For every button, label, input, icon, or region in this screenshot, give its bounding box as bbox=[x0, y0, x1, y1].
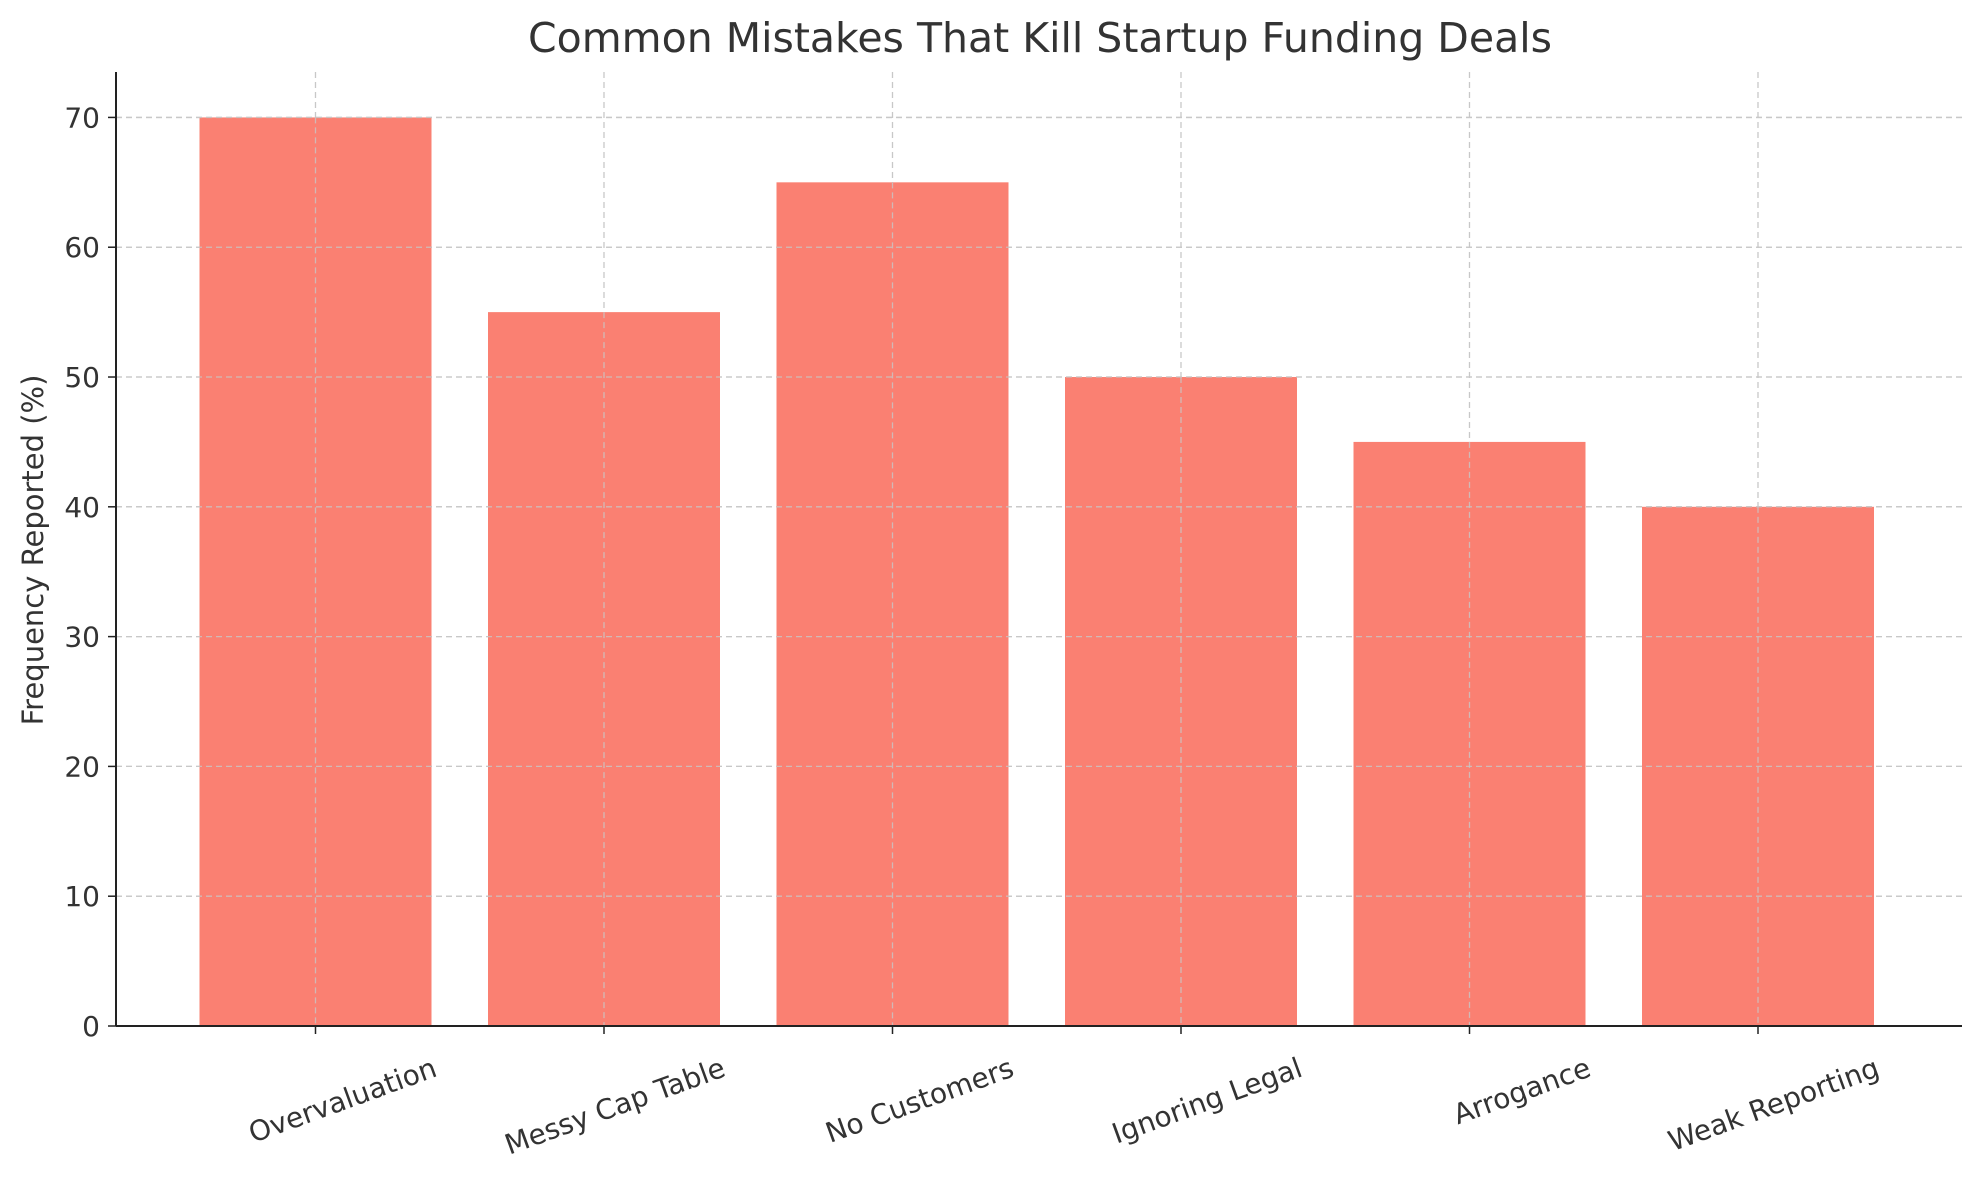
bars-layer bbox=[116, 116, 1962, 1027]
x-tick-label: Arrogance bbox=[1449, 1051, 1595, 1131]
y-axis-label: Frequency Reported (%) bbox=[16, 375, 50, 726]
axes-layer bbox=[115, 72, 1962, 1027]
bar-messy-cap-table bbox=[488, 312, 720, 1026]
y-tick-label: 70 bbox=[64, 101, 100, 134]
y-tick-label: 30 bbox=[64, 621, 100, 654]
y-tick-label: 60 bbox=[64, 231, 100, 264]
y-tick-label: 20 bbox=[64, 750, 100, 783]
y-tick-label: 0 bbox=[82, 1010, 100, 1043]
x-tick-label: Overvaluation bbox=[244, 1051, 441, 1150]
x-tick-label: No Customers bbox=[821, 1051, 1018, 1150]
x-tick-label: Ignoring Legal bbox=[1108, 1051, 1307, 1150]
x-tick-label: Messy Cap Table bbox=[500, 1051, 729, 1161]
x-tick-label: Weak Reporting bbox=[1664, 1051, 1884, 1158]
y-tick-label: 50 bbox=[64, 361, 100, 394]
y-tick-label: 40 bbox=[64, 491, 100, 524]
chart-title: Common Mistakes That Kill Startup Fundin… bbox=[528, 14, 1552, 62]
y-tick-label: 10 bbox=[64, 880, 100, 913]
